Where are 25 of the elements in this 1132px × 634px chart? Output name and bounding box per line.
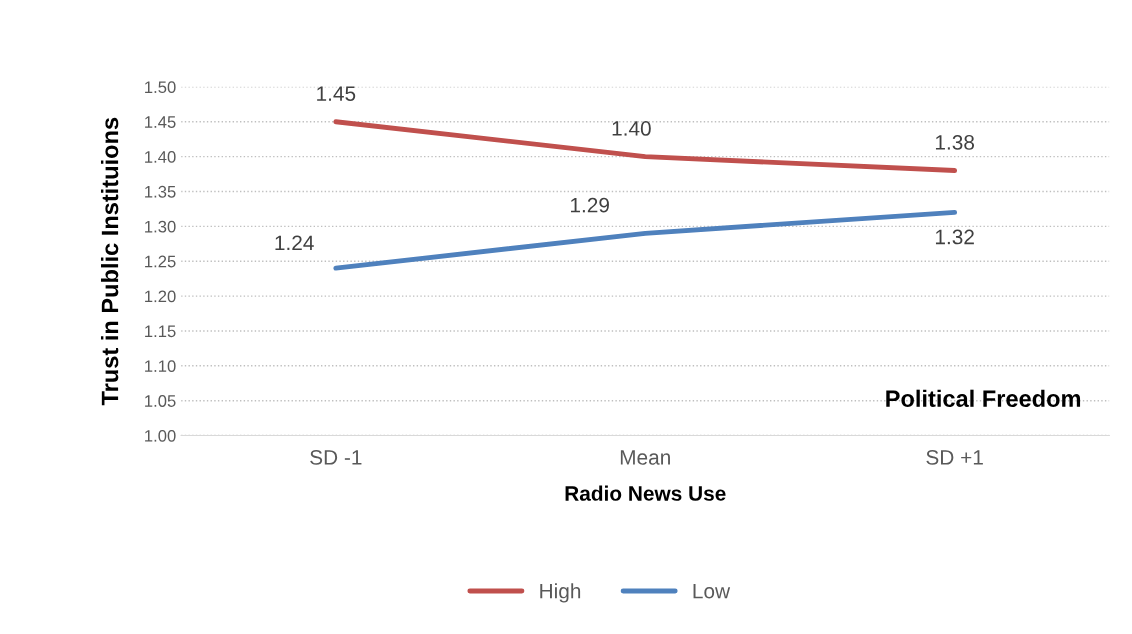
x-tick-label: SD +1 bbox=[926, 450, 983, 465]
y-tick-label: 1.20 bbox=[145, 290, 176, 303]
y-tick-label: 1.10 bbox=[145, 360, 176, 373]
data-label: 1.32 bbox=[935, 229, 974, 245]
y-tick-label: 1.50 bbox=[145, 81, 176, 94]
y-tick-label: 1.25 bbox=[145, 255, 176, 268]
annotation: Political Freedom bbox=[886, 389, 1081, 408]
data-label: 1.45 bbox=[317, 86, 356, 101]
data-label: 1.40 bbox=[612, 121, 651, 136]
y-tick-label: 1.40 bbox=[145, 151, 176, 163]
legend-label: Low bbox=[693, 583, 731, 599]
x-tick-label: Mean bbox=[620, 450, 670, 465]
data-label: 1.38 bbox=[935, 135, 975, 150]
y-axis-title: Trust in Public Instituions bbox=[100, 117, 119, 406]
y-tick-label: 1.15 bbox=[145, 325, 176, 338]
x-axis-title: Radio News Use bbox=[565, 485, 726, 501]
y-tick-label: 1.45 bbox=[145, 116, 176, 128]
y-tick-label: 1.00 bbox=[145, 429, 176, 442]
x-tick-label: SD -1 bbox=[310, 450, 362, 465]
data-label: 1.29 bbox=[571, 197, 609, 213]
data-label: 1.24 bbox=[275, 235, 314, 250]
legend-label: High bbox=[540, 583, 581, 603]
y-tick-label: 1.30 bbox=[145, 220, 176, 233]
y-tick-label: 1.05 bbox=[145, 395, 176, 407]
y-tick-label: 1.35 bbox=[145, 185, 176, 198]
